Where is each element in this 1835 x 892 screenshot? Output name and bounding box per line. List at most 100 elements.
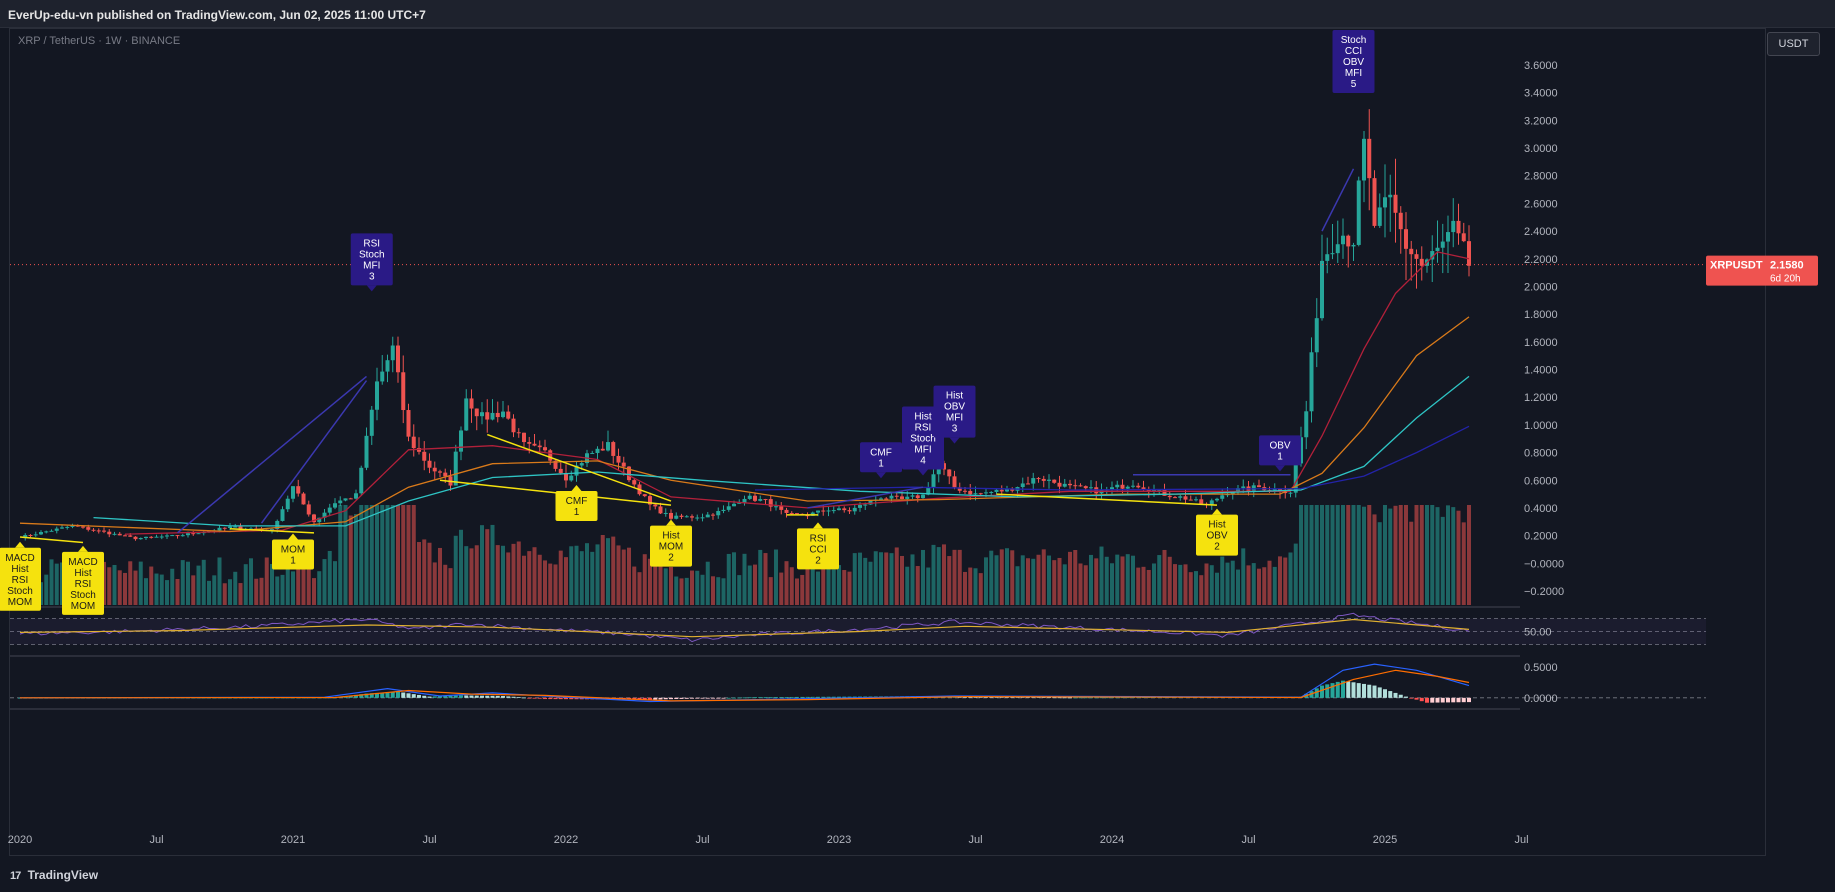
candle-body (380, 371, 385, 382)
macd-histogram-bar (354, 694, 358, 698)
price-axis-tick-label: −0.0000 (1524, 558, 1564, 570)
volume-bar (1341, 505, 1345, 605)
volume-bar (364, 505, 369, 605)
candle-body (322, 512, 327, 518)
volume-bar (301, 560, 306, 605)
currency-button[interactable]: USDT (1767, 32, 1820, 56)
time-axis-tick-label: Jul (968, 834, 982, 846)
candle-body (149, 536, 154, 538)
candle-body (753, 495, 757, 501)
volume-bar (464, 546, 469, 605)
signal-label-text: MOM (8, 597, 32, 608)
candle-body (1220, 495, 1225, 499)
volume-bar (1005, 548, 1009, 605)
candle-body (1041, 478, 1046, 481)
volume-bar (1194, 571, 1198, 605)
volume-bar (905, 566, 910, 605)
macd-histogram-bar (1314, 688, 1319, 698)
volume-bar (642, 554, 647, 605)
time-axis-tick-label: 2024 (1100, 834, 1124, 846)
candle-body (459, 430, 463, 452)
time-axis-tick-label: 2021 (281, 834, 305, 846)
candle-body (375, 381, 379, 410)
volume-bar (1377, 522, 1382, 605)
volume-bar (915, 566, 920, 605)
candle-body (742, 498, 747, 503)
volume-bar (186, 561, 190, 605)
volume-bar (663, 568, 668, 605)
volume-bar (343, 505, 348, 605)
macd-histogram-bar (385, 692, 390, 698)
volume-bar (1026, 558, 1030, 605)
candle-body (889, 495, 894, 499)
candle-body (1047, 479, 1051, 481)
volume-bar (432, 562, 437, 605)
volume-bar (674, 576, 679, 605)
tradingview-logo[interactable]: 17 TradingView (10, 868, 98, 882)
volume-bar (1314, 505, 1319, 605)
candle-body (1393, 194, 1398, 213)
candle-body (196, 533, 201, 535)
candle-body (679, 515, 684, 517)
candle-body (553, 460, 558, 469)
volume-bar (637, 572, 642, 605)
candle-body (574, 465, 579, 476)
macd-histogram-bar (1377, 687, 1382, 698)
candle-body (548, 450, 553, 461)
candle-body (847, 510, 852, 512)
volume-bar (894, 547, 899, 605)
volume-bar (1241, 548, 1246, 605)
candle-body (774, 506, 778, 508)
signal-label-text: Hist (74, 568, 91, 579)
volume-bar (1162, 549, 1167, 605)
volume-bar (511, 543, 516, 605)
price-axis-tick-label: 3.6000 (1524, 60, 1558, 72)
candle-body (999, 489, 1004, 492)
candle-body (28, 534, 33, 536)
volume-bar (900, 555, 904, 605)
candle-body (910, 495, 915, 497)
candle-body (1251, 485, 1256, 491)
candle-body (354, 493, 358, 499)
signal-label-box (650, 525, 692, 567)
macd-histogram-bar (774, 697, 778, 698)
signal-label-text: RSI (810, 533, 827, 544)
trendline (1321, 168, 1355, 232)
candle-body (44, 531, 49, 533)
candle-body (1125, 486, 1130, 489)
macd-histogram-bar (480, 695, 484, 698)
macd-histogram-bar (816, 696, 820, 698)
volume-bar (228, 579, 232, 605)
candle-body (868, 500, 873, 505)
candle-body (653, 504, 658, 507)
volume-bar (249, 558, 253, 605)
macd-histogram-bar (553, 697, 558, 700)
candle-body (1209, 500, 1214, 505)
volume-bar (632, 566, 637, 605)
trendline (996, 493, 1218, 506)
macd-histogram-bar (831, 696, 836, 698)
macd-histogram-bar (1341, 680, 1345, 698)
macd-histogram-bar (1115, 697, 1120, 699)
volume-bar (306, 558, 311, 605)
candle-body (627, 466, 631, 481)
volume-bar (222, 583, 227, 605)
volume-bar (973, 568, 978, 605)
candle-body (186, 533, 190, 536)
macd-histogram-bar (1409, 697, 1414, 699)
candle-body (606, 442, 610, 451)
volume-bar (438, 547, 442, 605)
macd-histogram-bar (406, 693, 411, 698)
candle-body (952, 476, 957, 488)
candle-body (154, 536, 159, 538)
candle-body (931, 474, 936, 488)
signal-label-box (1259, 435, 1301, 466)
volume-bar (1188, 572, 1193, 605)
volume-bar (863, 557, 868, 605)
candle-body (831, 510, 836, 512)
volume-bar (1467, 505, 1471, 605)
volume-bar (1446, 505, 1450, 605)
macd-histogram-bar (821, 696, 826, 698)
